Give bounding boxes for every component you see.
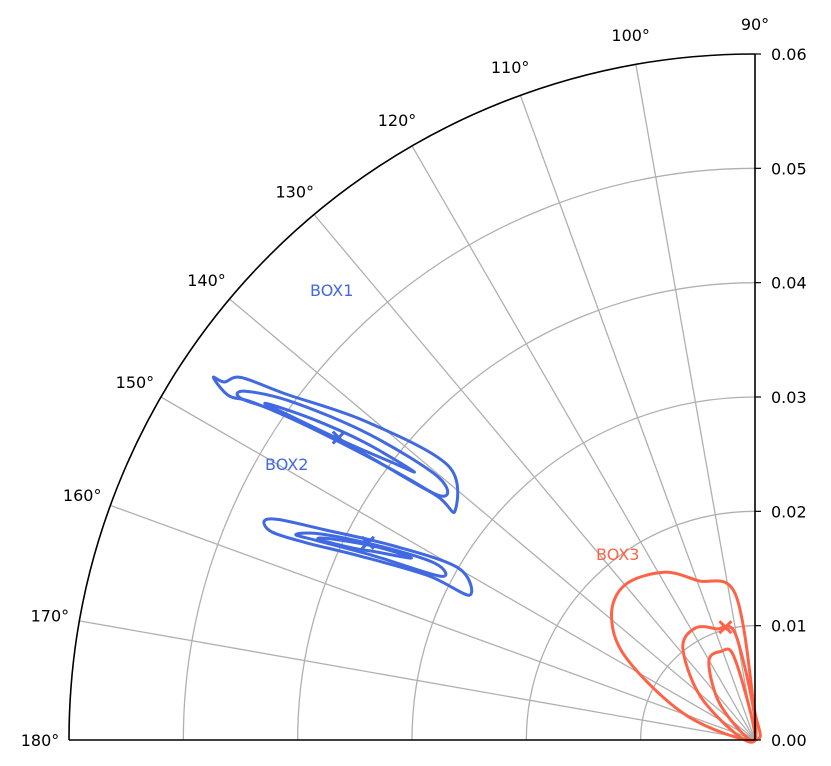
radial-tick-label: 0.06 — [771, 45, 807, 64]
angular-grid-line — [635, 64, 756, 741]
grid — [79, 64, 756, 741]
contour-line — [681, 624, 758, 744]
center-marker — [360, 535, 375, 550]
series-box1: BOX1 — [211, 281, 460, 515]
radial-tick-label: 0.00 — [771, 731, 807, 750]
contour-line — [263, 401, 416, 474]
radial-tick-label: 0.01 — [771, 617, 807, 636]
angle-tick-label: 140° — [187, 271, 226, 290]
angular-grid-line — [229, 298, 756, 741]
radial-tick-label: 0.02 — [771, 502, 807, 521]
contour-layer: BOX1 BOX2 BOX3 — [211, 281, 762, 744]
angular-grid-line — [110, 504, 756, 741]
contour-line — [235, 389, 450, 498]
angle-tick-label: 150° — [116, 373, 155, 392]
radial-grid-circle — [411, 396, 756, 741]
angle-tick-label: 170° — [31, 607, 70, 626]
angular-grid-line — [79, 620, 756, 741]
radial-tick-label: 0.03 — [771, 388, 807, 407]
angular-grid-line — [519, 95, 756, 741]
contour-line — [262, 517, 474, 597]
center-marker — [718, 620, 733, 635]
radial-grid-circle — [297, 282, 756, 741]
angle-tick-label: 90° — [741, 15, 769, 34]
angle-tick-label: 160° — [63, 486, 102, 505]
radial-grid-circle — [525, 510, 756, 741]
radial-tick-label: 0.04 — [771, 274, 807, 293]
center-marker — [331, 430, 346, 445]
angle-tick-label: 100° — [611, 26, 650, 45]
series-label: BOX2 — [265, 455, 308, 474]
angle-tick-label: 180° — [21, 731, 60, 750]
contour-line — [609, 570, 762, 742]
chart-outline — [68, 53, 761, 741]
contour-line — [707, 647, 757, 743]
radial-tick-label: 0.05 — [771, 159, 807, 178]
series-label: BOX1 — [310, 281, 353, 300]
series-box3: BOX3 — [596, 545, 762, 744]
contour-line — [294, 531, 448, 578]
angle-tick-label: 110° — [491, 58, 530, 77]
angle-tick-label: 130° — [275, 183, 314, 202]
series-label: BOX3 — [596, 545, 639, 564]
series-box2: BOX2 — [262, 455, 474, 597]
angle-tick-label: 120° — [378, 111, 417, 130]
radial-grid-circle — [182, 167, 756, 741]
angular-grid-line — [313, 214, 756, 741]
contour-line — [316, 536, 414, 560]
outer-arc — [68, 53, 756, 741]
angular-grid-line — [411, 145, 756, 741]
contour-line — [211, 375, 460, 515]
